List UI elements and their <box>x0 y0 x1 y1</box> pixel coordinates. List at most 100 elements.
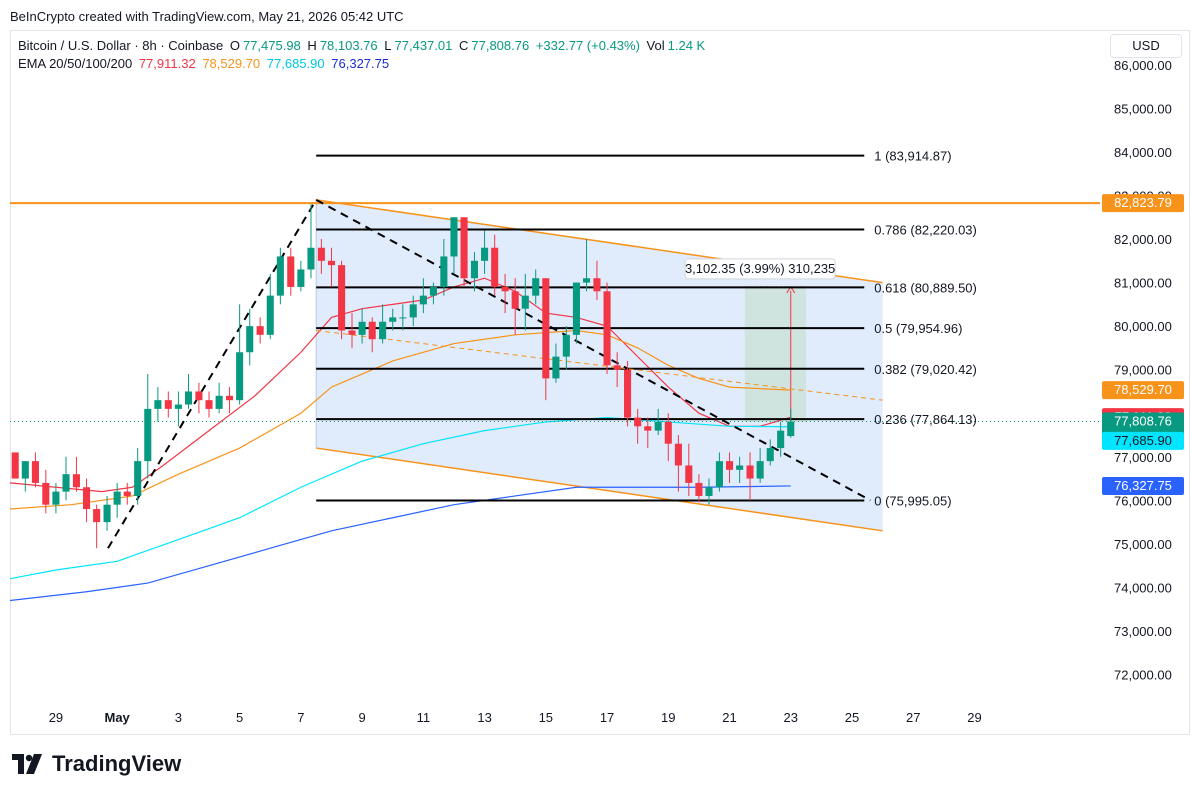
chart-credit: BeInCrypto created with TradingView.com,… <box>10 9 404 24</box>
candle-body <box>705 487 713 496</box>
tradingview-wordmark: TradingView <box>52 751 182 776</box>
candle-body <box>572 282 580 335</box>
candle-body <box>246 326 254 353</box>
fib-label-5: 0.236 (77,864.13) <box>874 412 977 427</box>
open-label: O <box>229 38 240 53</box>
y-tick-label-5: 77,000.00 <box>1114 450 1172 465</box>
x-tick-label-1: May <box>105 710 131 725</box>
ema-line-4 <box>10 485 791 602</box>
low-value: 77,437.01 <box>394 38 453 53</box>
candle-body <box>368 321 376 340</box>
measure-box <box>744 286 807 422</box>
candle-body <box>613 365 621 370</box>
chart-frame <box>10 30 1190 735</box>
price-tag-4 <box>1102 431 1184 450</box>
fib-label-3: 0.5 (79,954.96) <box>874 321 962 336</box>
candle-body <box>470 260 479 279</box>
fib-label-2: 0.618 (80,889.50) <box>874 280 977 295</box>
candle-body <box>11 452 19 479</box>
candle-body <box>664 421 672 444</box>
ema-label[interactable]: EMA 20/50/100/200 <box>18 56 133 71</box>
candle-body <box>634 417 642 427</box>
tradingview-logo-icon <box>12 754 42 774</box>
y-tick-label-9: 81,000.00 <box>1114 276 1172 291</box>
candle-body <box>715 461 723 488</box>
x-tick-label-3: 5 <box>236 710 243 725</box>
candle-body <box>327 260 336 266</box>
open-value: 77,475.98 <box>242 38 301 53</box>
candle-body <box>174 404 182 409</box>
candle-body <box>644 426 652 431</box>
candle-body <box>542 278 550 379</box>
candle-body <box>450 217 458 257</box>
candle-body <box>184 391 193 405</box>
candle-body <box>409 304 417 318</box>
high-label: H <box>307 38 317 53</box>
currency-button[interactable]: USD <box>1110 34 1182 58</box>
measure-label: 3,102.35 (3.99%) 310,235 <box>685 261 835 276</box>
volume-value: 1.24 K <box>667 38 706 53</box>
candle-body <box>725 461 734 470</box>
price-tag-1 <box>1102 381 1184 400</box>
x-tick-label-15: 29 <box>967 710 981 725</box>
candle-body <box>674 443 682 466</box>
candle-body <box>511 291 519 309</box>
candle-body <box>297 269 305 287</box>
candle-body <box>429 286 437 296</box>
candle-body <box>42 482 50 505</box>
x-tick-label-5: 9 <box>358 710 365 725</box>
candle-body <box>215 395 223 409</box>
candle-body <box>521 295 529 309</box>
candle-body <box>654 421 662 431</box>
candle-body <box>134 461 142 496</box>
candle-body <box>276 256 284 296</box>
y-tick-label-2: 74,000.00 <box>1114 580 1172 595</box>
y-tick-label-8: 80,000.00 <box>1114 319 1172 334</box>
x-tick-label-12: 23 <box>784 710 798 725</box>
close-label: C <box>458 38 469 53</box>
candle-body <box>624 369 632 418</box>
candle-body <box>593 278 601 292</box>
y-tick-label-10: 82,000.00 <box>1114 232 1172 247</box>
x-tick-label-11: 21 <box>722 710 736 725</box>
ema100-value: 77,685.90 <box>266 56 325 71</box>
candle-body <box>256 326 264 335</box>
high-value: 78,103.76 <box>319 38 378 53</box>
candle-body <box>266 295 274 335</box>
symbol-name[interactable]: Bitcoin / U.S. Dollar · 8h · Coinbase <box>18 38 224 53</box>
candle-body <box>205 400 213 409</box>
price-chart[interactable]: 1 (83,914.87) 0.786 (82,220.03) 0.618 (80,… <box>0 0 1200 745</box>
y-tick-label-4: 76,000.00 <box>1114 493 1172 508</box>
price-tag-5 <box>1102 477 1184 496</box>
price-tag-0 <box>1102 194 1184 213</box>
candle-body <box>552 356 560 379</box>
candle-body <box>766 448 774 462</box>
fib-label-1: 0.786 (82,220.03) <box>874 222 977 237</box>
candle-body <box>144 408 152 462</box>
descending-channel-fill <box>316 199 883 531</box>
price-tag-value-5: 76,327.75 <box>1114 478 1172 493</box>
candle-body <box>777 430 785 449</box>
y-tick-label-1: 73,000.00 <box>1114 624 1172 639</box>
x-tick-label-4: 7 <box>297 710 304 725</box>
trend-line-1 <box>315 198 871 502</box>
x-tick-label-14: 27 <box>906 710 920 725</box>
candle-body <box>491 247 499 287</box>
candle-body <box>62 474 70 492</box>
candle-body <box>399 317 407 319</box>
fib-label-6: 0 (75,995.05) <box>874 494 951 509</box>
candle-body <box>21 461 29 479</box>
ema-line-1 <box>10 277 791 493</box>
candle-body <box>358 321 366 335</box>
close-value: 77,808.76 <box>471 38 530 53</box>
price-tag-value-0: 82,823.79 <box>1114 195 1172 210</box>
candle-body <box>481 247 489 261</box>
candle-body <box>83 487 91 510</box>
candle-body <box>31 461 39 483</box>
candle-body <box>72 474 80 488</box>
tradingview-logo[interactable]: TradingView <box>12 751 181 777</box>
ema-legend: EMA 20/50/100/200 77,911.32 78,529.70 77… <box>18 56 392 71</box>
fib-label-0: 1 (83,914.87) <box>874 149 951 164</box>
candle-body <box>603 291 611 366</box>
price-tag-value-4: 77,685.90 <box>1114 433 1172 448</box>
